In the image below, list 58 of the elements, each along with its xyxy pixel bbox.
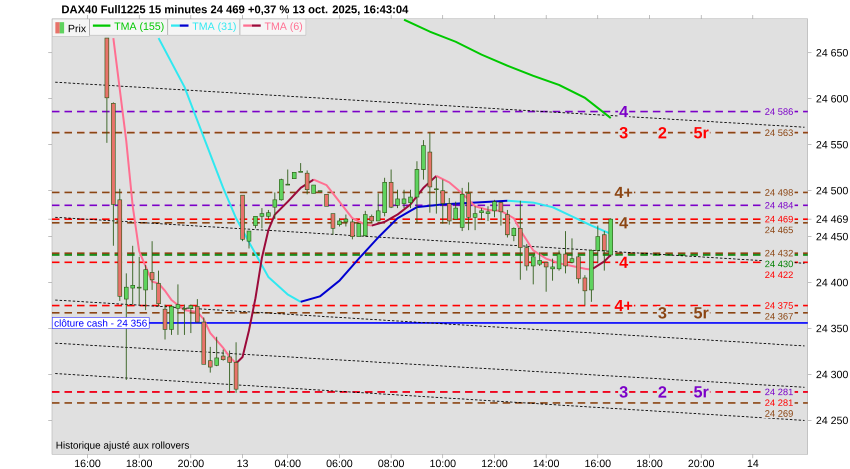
annotation: 4 — [619, 256, 628, 268]
ref-line-label: 24 484 — [765, 202, 794, 208]
ref-line-label: 24 281 — [765, 399, 793, 406]
x-tick-label: 14 — [748, 459, 758, 467]
chart-title: DAX40 Full1225 15 minutes 24 469 +0,37 % 13 oct. 2025, 16:43:04 — [62, 4, 408, 15]
ref-line-label: 24 563 — [765, 129, 793, 136]
ref-line-label: 24 432 — [765, 250, 793, 256]
annotation: 2 — [658, 126, 666, 138]
x-tick-label: 20:00 — [178, 459, 204, 467]
annotation: 5r — [694, 307, 709, 318]
y-tick-label: 24 500 — [816, 186, 848, 194]
x-tick-label: 08:00 — [378, 459, 404, 467]
annotation: 5r — [694, 386, 709, 398]
ref-line-label: 24 430 — [765, 260, 793, 268]
series-label: Prix — [68, 24, 86, 32]
y-tick-label: 24 650 — [816, 48, 848, 56]
y-tick-label: 24 450 — [816, 232, 848, 240]
annotation: 4 — [619, 106, 628, 117]
y-tick-label: 24 600 — [816, 94, 848, 102]
y-tick-label: 24 250 — [816, 416, 848, 424]
x-tick-label: 13 — [237, 459, 248, 467]
x-tick-label: 16:00 — [75, 459, 100, 467]
x-tick-label: 20:00 — [688, 459, 714, 467]
annotation: 2 — [658, 386, 666, 398]
ref-line-label: 24 465 — [765, 226, 793, 234]
annotation: Historique ajusté aux rollovers — [56, 441, 190, 451]
x-tick-label: 16:00 — [585, 459, 611, 467]
annotation: 3 — [620, 386, 628, 398]
x-tick-label: 04:00 — [274, 459, 301, 467]
ref-line-label: 24 367 — [765, 312, 793, 320]
text: TMA (6) — [264, 22, 302, 32]
ref-line-label: clôture cash - 24 356 — [54, 319, 147, 326]
x-tick-label: 06:00 — [326, 459, 352, 467]
y-tick-label: 24 300 — [816, 370, 848, 378]
x-tick-label: 18:00 — [126, 459, 152, 467]
ref-line-label: 24 586 — [765, 108, 793, 115]
ref-line-label: 24 498 — [765, 188, 793, 196]
x-tick-label: 14:00 — [534, 459, 559, 467]
y-tick-label: 24 469 — [816, 215, 848, 223]
annotation: 4+ — [614, 186, 632, 198]
x-tick-label: 10:00 — [430, 459, 456, 467]
y-tick-label: 24 400 — [816, 278, 848, 286]
annotation: 5r — [694, 126, 709, 138]
ref-line-label: 24 281 — [765, 388, 793, 396]
x-tick-label: 18:00 — [637, 459, 662, 467]
annotation: 4+ — [614, 300, 632, 311]
text: TMA (155) — [114, 22, 164, 32]
y-tick-label: 24 550 — [816, 140, 848, 148]
annotation: 4 — [619, 217, 628, 228]
ref-line-label: 24 422 — [765, 271, 793, 278]
annotation: 3 — [658, 306, 666, 318]
x-tick-label: 12:00 — [482, 459, 508, 467]
y-tick-label: 24 350 — [816, 324, 848, 332]
ref-line-label: 24 269 — [765, 410, 793, 417]
text: TMA (31) — [192, 22, 236, 32]
annotation: 3 — [620, 126, 628, 138]
ref-line-label: 24 469 — [765, 216, 793, 222]
ref-line-label: 24 375 — [765, 302, 793, 309]
